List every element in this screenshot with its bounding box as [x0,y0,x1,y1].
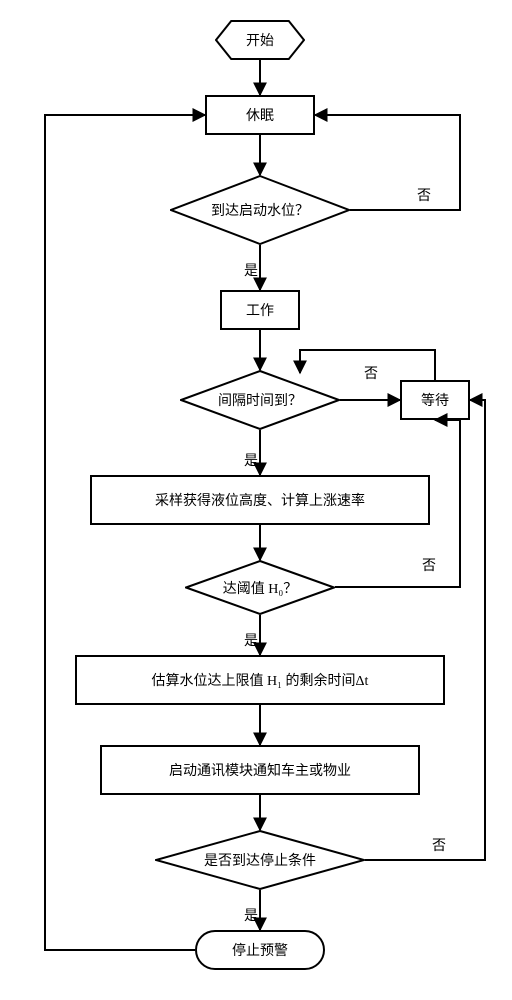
node-label: 休眠 [205,95,315,135]
edge-label-no: 否 [415,185,433,205]
flow-decision-q_h0: 达阈值 H₀？ [185,560,335,615]
node-label: 停止预警 [195,930,325,970]
node-label: 间隔时间到？ [218,390,302,410]
edge-label-no: 否 [430,835,448,855]
node-label: 开始 [246,30,274,50]
flow-decision-q_stop: 是否到达停止条件 [155,830,365,890]
node-label: 达阈值 H₀？ [223,578,298,598]
node-label: 等待 [400,380,470,420]
node-label: 是否到达停止条件 [204,850,316,870]
node-label: 采样获得液位高度、计算上涨速率 [90,475,430,525]
edge-label-no: 否 [420,555,438,575]
flow-decision-q_time: 间隔时间到？ [180,370,340,430]
edge-label-yes: 是 [242,450,260,470]
node-label: 启动通讯模块通知车主或物业 [100,745,420,795]
flow-decision-q_level: 到达启动水位？ [170,175,350,245]
edge-label-no: 否 [362,363,380,383]
node-label: 到达启动水位？ [211,200,309,220]
edge-label-yes: 是 [242,905,260,925]
node-label: 工作 [220,290,300,330]
node-label: 估算水位达上限值 H₁ 的剩余时间Δt [75,655,445,705]
flow-start-start: 开始 [215,20,305,60]
edge-label-yes: 是 [242,630,260,650]
edge-label-yes: 是 [242,260,260,280]
